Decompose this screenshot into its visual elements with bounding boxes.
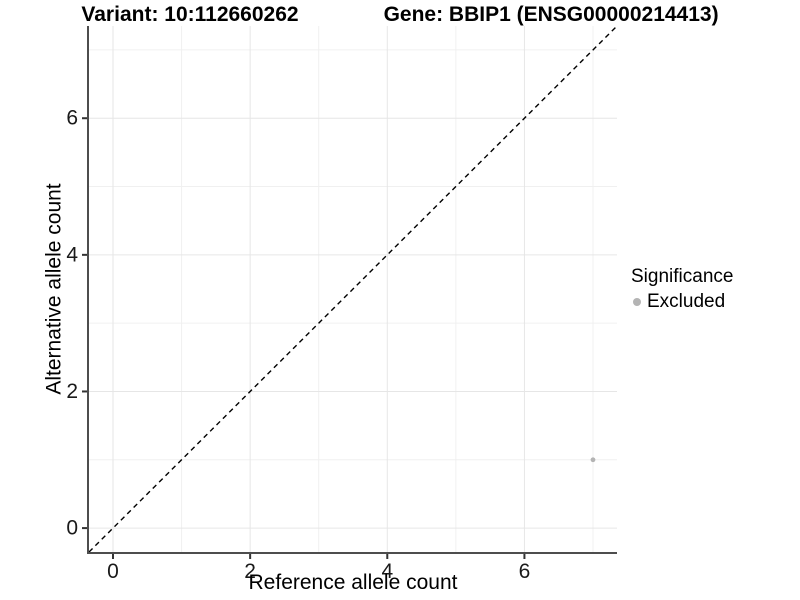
x-tick-label: 4 (381, 560, 393, 583)
plot-title: Variant: 10:112660262 Gene: BBIP1 (ENSG0… (0, 3, 800, 27)
legend-item-excluded: Excluded (631, 291, 733, 313)
x-tick-label: 2 (244, 560, 256, 583)
legend: Significance Excluded (631, 266, 733, 313)
y-tick-label: 6 (66, 107, 78, 130)
identity-dashed-line (88, 25, 618, 553)
y-tick-label: 0 (66, 517, 78, 540)
y-axis-title-wrap: Alternative allele count (42, 26, 68, 552)
y-tick-label: 4 (66, 243, 78, 266)
x-tick-label: 0 (107, 560, 119, 583)
plot-title-variant: Variant: 10:112660262 (81, 3, 299, 26)
legend-item-label: Excluded (647, 291, 726, 312)
y-axis-title: Alternative allele count (43, 183, 67, 395)
legend-key-dot-icon (633, 298, 641, 306)
legend-title: Significance (631, 266, 734, 287)
x-axis-title: Reference allele count (248, 571, 458, 594)
data-point (590, 457, 596, 463)
y-tick-label: 2 (66, 380, 78, 403)
plot-title-gene: Gene: BBIP1 (ENSG00000214413) (383, 3, 719, 26)
x-tick-label: 6 (519, 560, 531, 583)
